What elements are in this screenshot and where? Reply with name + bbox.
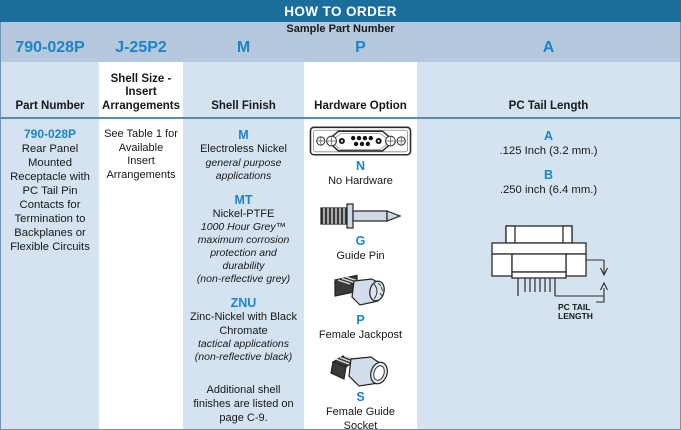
column-header-pc-tail: PC Tail Length bbox=[417, 62, 680, 117]
pc-tail-diagram-label-line1: PC TAIL bbox=[558, 302, 590, 312]
shell-finish-note-m-1: general purpose applications bbox=[205, 156, 282, 182]
shell-finish-name-mt: Nickel-PTFE bbox=[212, 207, 275, 220]
shell-finish-code-m: M bbox=[238, 128, 249, 142]
sample-part-number-values: 790-028P J-25P2 M P A bbox=[1, 36, 680, 60]
guide-pin-icon bbox=[309, 198, 412, 234]
column-header-shell-size-text: Shell Size - Insert Arrangements bbox=[102, 72, 180, 112]
pc-tail-diagram: PC TAIL LENGTH bbox=[422, 220, 675, 325]
hardware-code-s: S bbox=[356, 390, 365, 404]
sample-value-part-number: 790-028P bbox=[15, 39, 85, 56]
shell-finish-option-znu: ZNU Zinc-Nickel with Black Chromate tact… bbox=[188, 295, 299, 364]
shell-finish-name-m: Electroless Nickel bbox=[200, 143, 287, 155]
part-number-description: Rear Panel Mounted Receptacle with PC Ta… bbox=[10, 143, 90, 253]
cell-shell-finish: M Electroless Nickel general purpose app… bbox=[183, 119, 304, 429]
cell-hardware-option: N No Hardware bbox=[304, 119, 417, 429]
pc-tail-diagram-label-line2: LENGTH bbox=[558, 311, 593, 321]
column-header-hardware: Hardware Option bbox=[304, 62, 417, 117]
page-title: HOW TO ORDER bbox=[0, 0, 681, 22]
hardware-name-p: Female Jackpost bbox=[318, 329, 403, 341]
pc-tail-code-b: B bbox=[543, 168, 554, 182]
hardware-option-g: G Guide Pin bbox=[309, 198, 412, 263]
hardware-option-p: P Female Jackpost bbox=[309, 271, 412, 342]
column-header-shell-size: Shell Size - Insert Arrangements bbox=[99, 62, 183, 117]
pc-tail-option-a: A .125 Inch (3.2 mm.) bbox=[422, 128, 675, 159]
pc-tail-name-a: .125 Inch (3.2 mm.) bbox=[499, 145, 598, 157]
cell-pc-tail-length: A .125 Inch (3.2 mm.) B .250 inch (6.4 m… bbox=[417, 119, 680, 429]
shell-finish-option-m: M Electroless Nickel general purpose app… bbox=[188, 127, 299, 183]
cell-part-number: 790-028P Rear Panel Mounted Receptacle w… bbox=[1, 119, 99, 429]
column-header-part-number: Part Number bbox=[1, 62, 99, 117]
sample-part-number-label: Sample Part Number bbox=[286, 23, 395, 35]
shell-size-text: See Table 1 for Available Insert Arrange… bbox=[104, 128, 178, 181]
shell-finish-name-znu: Zinc-Nickel with Black Chromate bbox=[190, 311, 297, 337]
shell-finish-note-znu-1: tactical applications bbox=[197, 338, 290, 351]
shell-finish-footnote: Additional shell finishes are listed on … bbox=[193, 384, 294, 424]
shell-finish-code-znu: ZNU bbox=[230, 296, 257, 311]
hardware-code-n: N bbox=[355, 159, 366, 173]
hardware-code-p: P bbox=[356, 313, 365, 327]
sample-value-pc-tail: A bbox=[542, 39, 555, 56]
column-header-row: Part Number Shell Size - Insert Arrangem… bbox=[0, 62, 681, 119]
shell-finish-note-mt-3: (non-reflective grey) bbox=[196, 273, 291, 286]
hardware-name-g: Guide Pin bbox=[336, 250, 385, 262]
shell-finish-note-mt-2: maximum corrosion protection and durabil… bbox=[197, 234, 290, 273]
sample-value-hardware: P bbox=[355, 39, 366, 56]
hardware-option-s: S Female Guide Socket bbox=[309, 348, 412, 429]
pc-tail-name-b: .250 inch (6.4 mm.) bbox=[499, 184, 598, 196]
column-header-shell-finish: Shell Finish bbox=[183, 62, 304, 117]
hardware-name-s: Female Guide Socket bbox=[325, 406, 396, 429]
hardware-code-g: G bbox=[355, 234, 366, 248]
hardware-option-n: N No Hardware bbox=[309, 125, 412, 188]
cell-shell-size: See Table 1 for Available Insert Arrange… bbox=[99, 119, 183, 429]
sample-value-shell-finish: M bbox=[236, 39, 251, 56]
dsub-connector-icon bbox=[309, 125, 412, 159]
female-jackpost-icon bbox=[309, 271, 412, 313]
pc-tail-code-a: A bbox=[543, 129, 554, 143]
sample-part-number-band: Sample Part Number 790-028P J-25P2 M P A bbox=[0, 22, 681, 62]
shell-finish-note-znu-2: (non-reflective black) bbox=[194, 351, 293, 364]
table-body-row: 790-028P Rear Panel Mounted Receptacle w… bbox=[0, 119, 681, 430]
female-guide-socket-icon bbox=[309, 348, 412, 390]
part-number-code: 790-028P bbox=[23, 127, 77, 141]
shell-finish-option-mt: MT Nickel-PTFE 1000 Hour Grey™ maximum c… bbox=[188, 192, 299, 287]
shell-finish-note-mt-1: 1000 Hour Grey™ bbox=[200, 221, 287, 234]
hardware-name-n: No Hardware bbox=[328, 175, 393, 187]
pc-tail-option-b: B .250 inch (6.4 mm.) bbox=[422, 167, 675, 198]
sample-value-shell-size: J-25P2 bbox=[115, 39, 167, 56]
shell-finish-code-mt: MT bbox=[234, 192, 253, 207]
